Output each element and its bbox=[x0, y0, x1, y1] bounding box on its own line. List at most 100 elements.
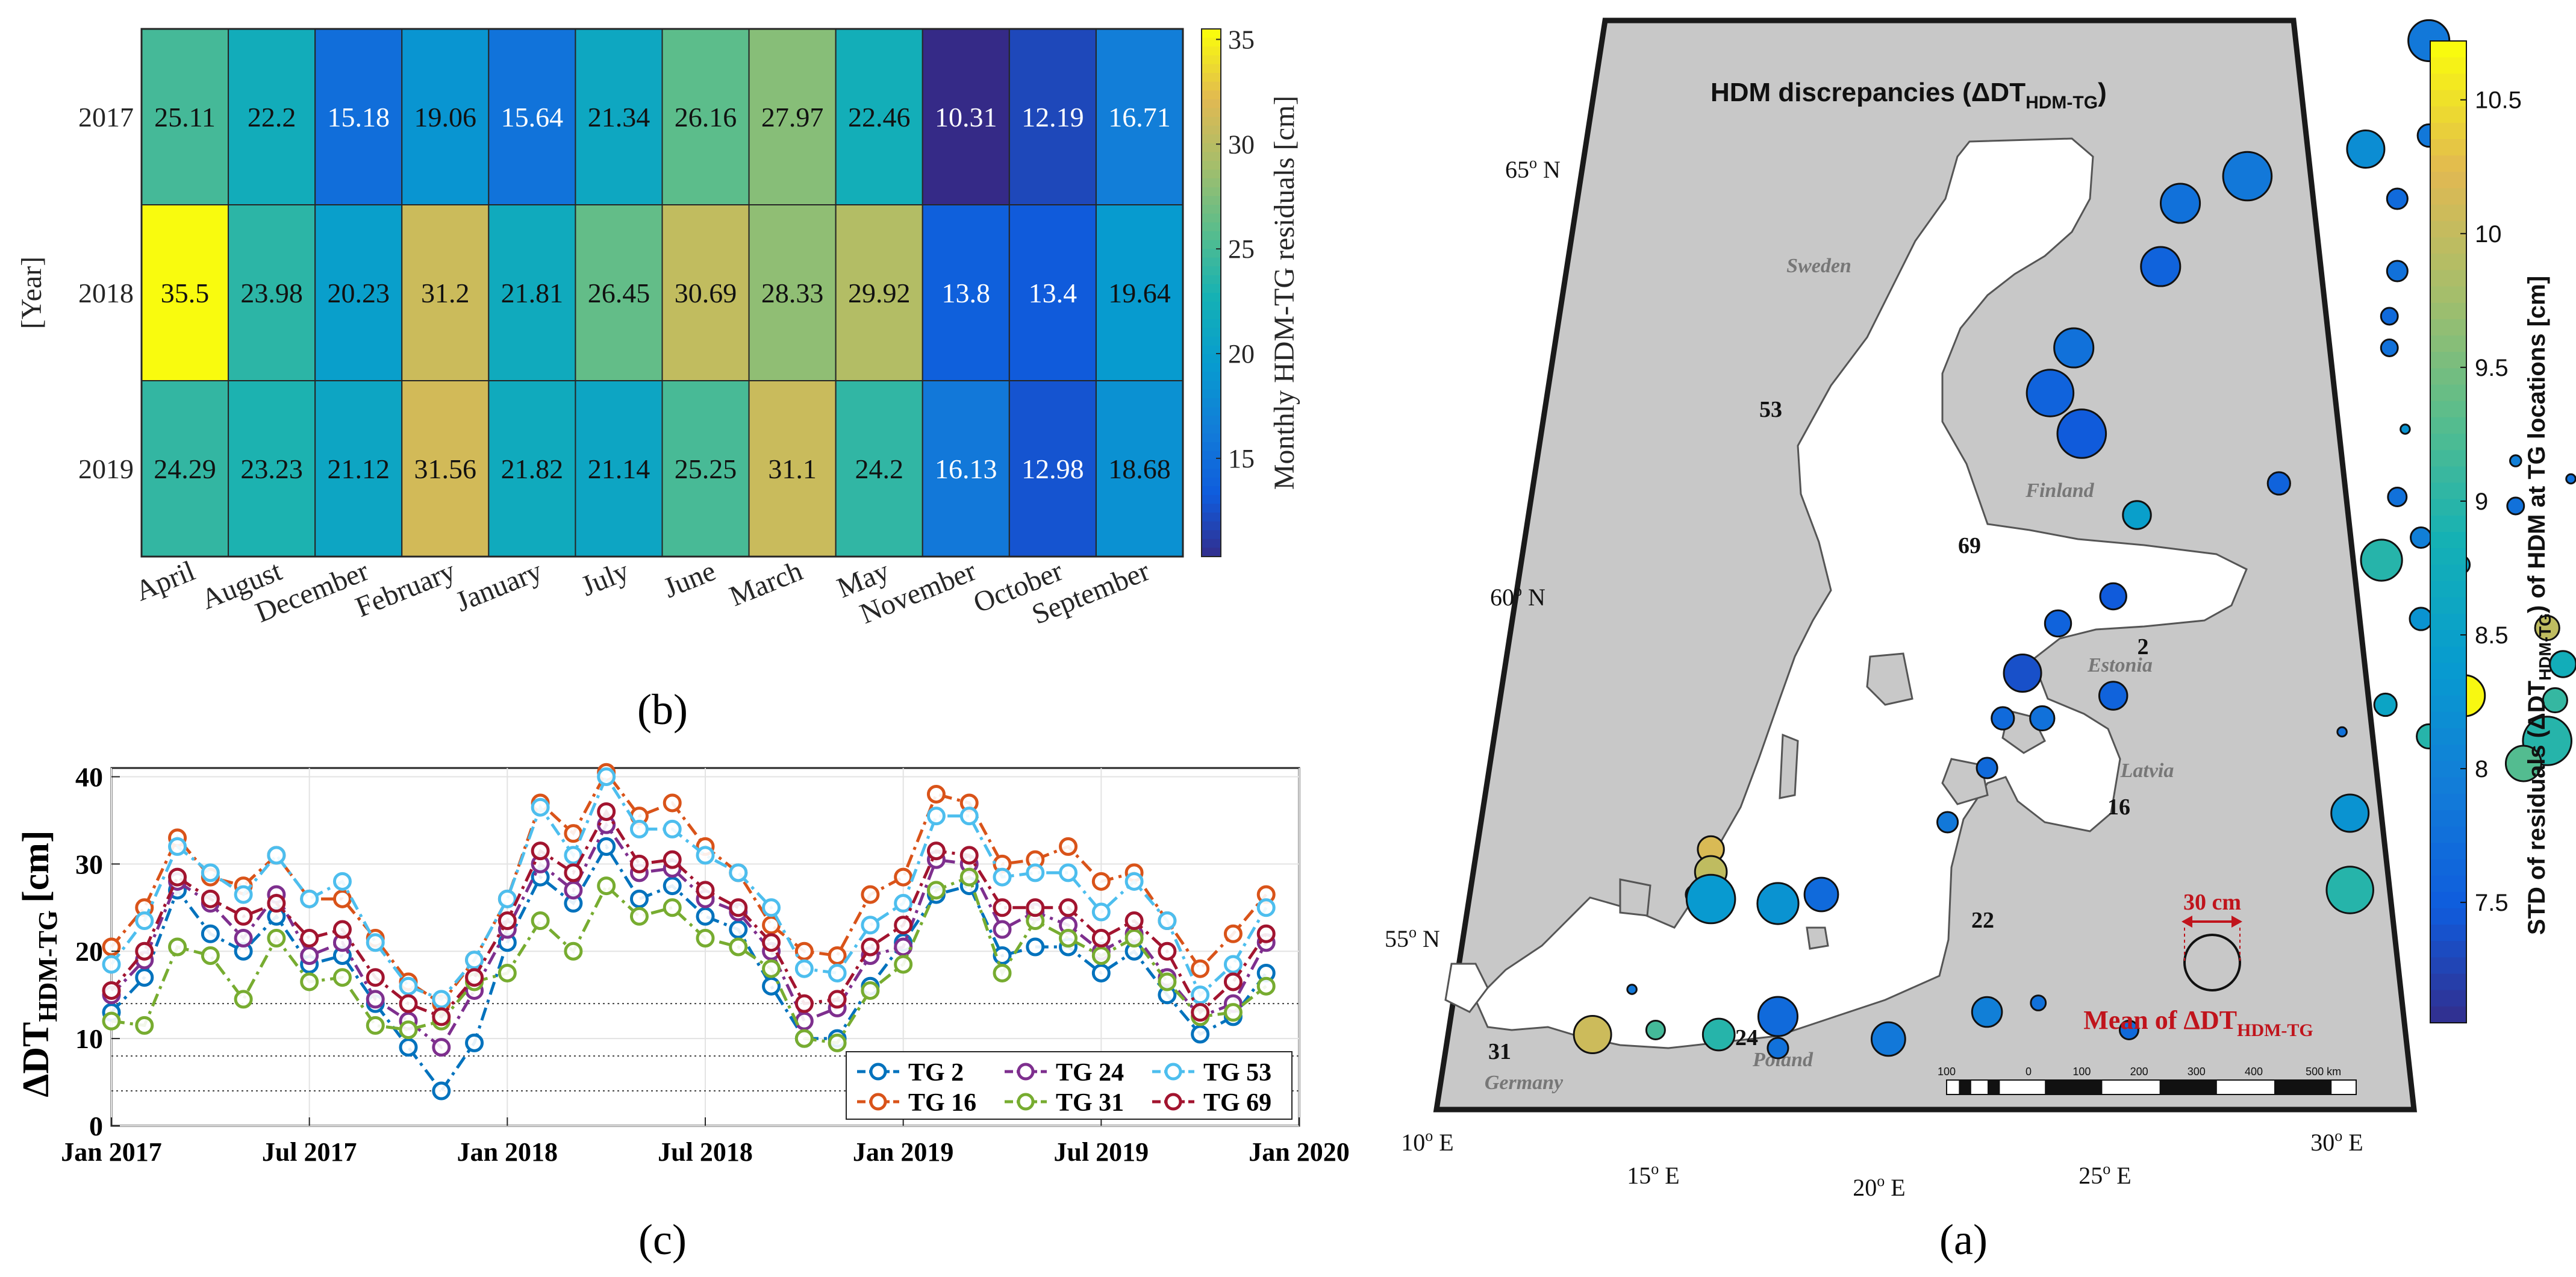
map-colorbar-tick-label: 8.5 bbox=[2475, 622, 2509, 649]
heatmap-colorbar-segment bbox=[1202, 548, 1221, 557]
heatmap-cell-value: 13.8 bbox=[942, 278, 991, 308]
map-colorbar-segment bbox=[2430, 875, 2466, 893]
line-point-marker bbox=[663, 819, 682, 838]
map-station-circle bbox=[1645, 1020, 1666, 1040]
line-point-marker bbox=[1091, 963, 1111, 982]
heatmap-row-label: 2017 bbox=[78, 102, 134, 133]
panel-label-a: (a) bbox=[1939, 1216, 1988, 1264]
map-station-circle bbox=[2118, 1020, 2139, 1040]
map-station-circle bbox=[2029, 705, 2056, 732]
heatmap-cell-value: 21.12 bbox=[327, 454, 390, 484]
line-y-tick-label: 40 bbox=[75, 761, 103, 792]
map-colorbar-segment bbox=[2430, 302, 2466, 320]
map-colorbar-segment bbox=[2430, 597, 2466, 614]
line-point-marker bbox=[794, 994, 814, 1013]
line-legend-marker bbox=[869, 1093, 887, 1111]
line-point-marker bbox=[1059, 929, 1078, 948]
line-point-marker bbox=[894, 955, 913, 974]
map-size-legend-arrowhead-left bbox=[2181, 916, 2192, 928]
heatmap-colorbar-segment bbox=[1202, 249, 1221, 258]
heatmap-cell-value: 35.5 bbox=[161, 278, 210, 308]
map-colorbar-segment bbox=[2430, 711, 2466, 729]
map-station-label: 24 bbox=[1735, 1025, 1758, 1051]
line-point-marker bbox=[1091, 902, 1111, 922]
map-colorbar-segment bbox=[2430, 270, 2466, 287]
line-point-marker bbox=[828, 990, 847, 1009]
map-colorbar-segment bbox=[2430, 384, 2466, 402]
heatmap-colorbar-segment bbox=[1202, 134, 1221, 144]
heatmap-colorbar-segment bbox=[1202, 108, 1221, 117]
line-point-marker bbox=[1256, 898, 1276, 917]
heatmap-cell-value: 12.98 bbox=[1021, 454, 1084, 484]
line-point-marker bbox=[531, 798, 550, 817]
heatmap-colorbar-segment bbox=[1202, 213, 1221, 223]
line-point-marker bbox=[399, 1020, 418, 1040]
map-colorbar-segment bbox=[2430, 728, 2466, 746]
line-point-marker bbox=[201, 924, 220, 943]
line-point-marker bbox=[894, 916, 913, 935]
map-station-label: 69 bbox=[1958, 533, 1981, 558]
line-point-marker bbox=[993, 963, 1012, 982]
line-point-marker bbox=[696, 846, 715, 865]
heatmap-colorbar-segment bbox=[1202, 73, 1221, 83]
line-point-marker bbox=[234, 907, 253, 926]
map-colorbar-segment bbox=[2430, 155, 2466, 173]
line-point-marker bbox=[465, 951, 484, 970]
line-point-marker bbox=[399, 994, 418, 1013]
line-legend-marker bbox=[1164, 1063, 1182, 1081]
heatmap-frame bbox=[140, 28, 1184, 558]
map-colorbar-segment bbox=[2430, 499, 2466, 516]
line-point-marker bbox=[629, 889, 649, 908]
line-point-marker bbox=[201, 863, 220, 882]
map-colorbar-segment bbox=[2430, 891, 2466, 909]
heatmap-cell bbox=[575, 204, 663, 381]
line-legend-box bbox=[846, 1051, 1293, 1120]
heatmap-colorbar-segment bbox=[1202, 495, 1221, 505]
map-station-circle bbox=[2160, 183, 2201, 224]
heatmap-colorbar-segment bbox=[1202, 381, 1221, 390]
line-point-marker bbox=[168, 867, 187, 887]
heatmap-colorbar-segment bbox=[1202, 125, 1221, 136]
line-point-marker bbox=[201, 889, 220, 908]
heatmap-colorbar-tick-label: 15 bbox=[1228, 444, 1255, 473]
map-size-legend-arrowhead-right bbox=[2231, 916, 2242, 928]
heatmap-cell bbox=[401, 28, 490, 205]
line-point-marker bbox=[1191, 959, 1210, 978]
map-station-circle bbox=[2542, 687, 2568, 714]
line-point-marker bbox=[1091, 946, 1111, 965]
line-point-marker bbox=[959, 807, 979, 826]
line-point-marker bbox=[366, 968, 385, 987]
heatmap-column-label: February bbox=[351, 555, 460, 623]
line-x-tick-label: Jul 2019 bbox=[1053, 1137, 1149, 1167]
map-colorbar-segment bbox=[2430, 188, 2466, 205]
map-station-circle bbox=[1870, 1021, 1906, 1057]
map-colorbar-segment bbox=[2430, 564, 2466, 582]
heatmap-cell-value: 25.11 bbox=[154, 102, 216, 133]
heatmap-colorbar-tick-label: 35 bbox=[1228, 25, 1255, 54]
map-station-circle bbox=[2336, 726, 2348, 738]
line-point-marker bbox=[1191, 1025, 1210, 1044]
line-point-marker bbox=[959, 867, 979, 887]
heatmap-cell-value: 25.25 bbox=[675, 454, 737, 484]
heatmap-colorbar-segment bbox=[1202, 29, 1221, 39]
heatmap-colorbar-segment bbox=[1202, 477, 1221, 487]
map-station-circle bbox=[2549, 650, 2576, 678]
map-station-circle bbox=[1991, 706, 2015, 731]
map-colorbar-tick-label: 7.5 bbox=[2475, 890, 2509, 916]
line-point-marker bbox=[629, 907, 649, 926]
line-point-marker bbox=[861, 885, 880, 904]
heatmap-cell-value: 27.97 bbox=[761, 102, 824, 133]
heatmap-colorbar-segment bbox=[1202, 539, 1221, 549]
map-colorbar-segment bbox=[2430, 106, 2466, 123]
map-colorbar-segment bbox=[2430, 761, 2466, 778]
heatmap-colorbar-segment bbox=[1202, 337, 1221, 346]
map-station-circle bbox=[2386, 260, 2409, 283]
line-legend-marker bbox=[1164, 1093, 1182, 1111]
line-point-marker bbox=[300, 889, 319, 908]
line-y-tick-label: 20 bbox=[75, 936, 103, 967]
heatmap-colorbar-label: Monthly HDM-TG residuals [cm] bbox=[1268, 96, 1300, 490]
heatmap-cell bbox=[1095, 28, 1184, 205]
line-point-marker bbox=[794, 941, 814, 961]
map-station-circle bbox=[2387, 487, 2408, 507]
map-colorbar-segment bbox=[2430, 745, 2466, 762]
